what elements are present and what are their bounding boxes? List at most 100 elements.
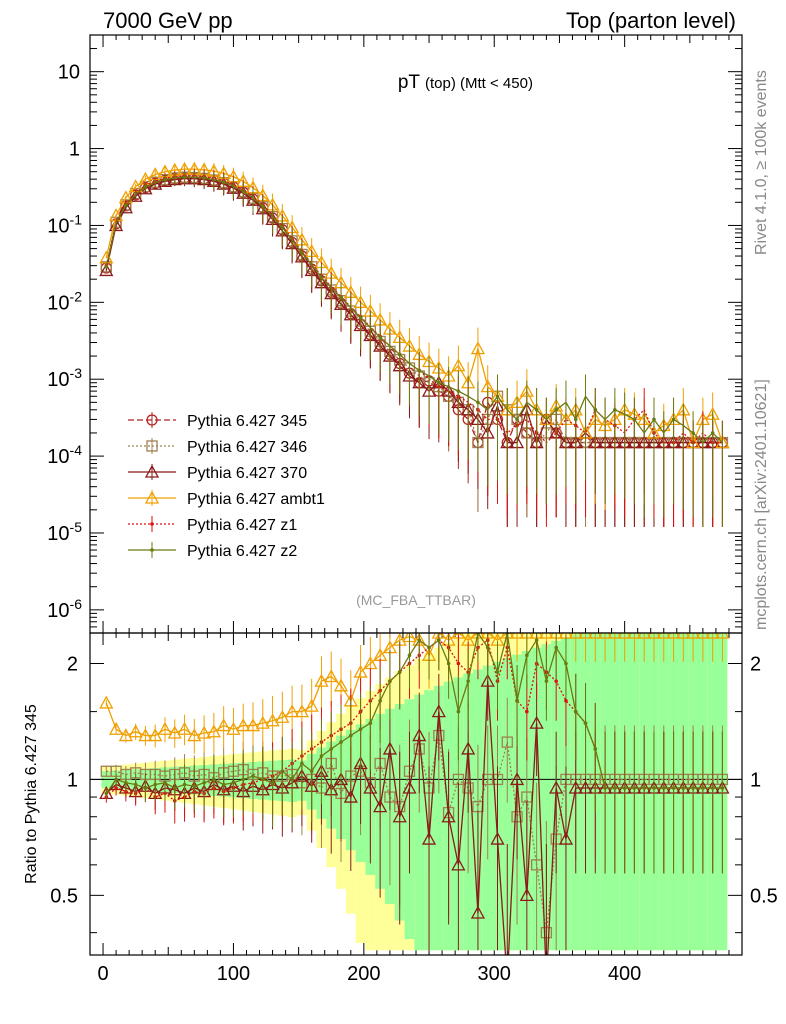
series-pythia-6-427-346-ratio-point [501,736,513,748]
series-pythia-6-427-z2-ratio-point [319,754,324,758]
legend-pythia-6-427-345-marker [146,414,158,426]
series-pythia-6-427-z2-ratio-point [544,679,549,683]
series-pythia-6-427-z2-point [652,417,656,422]
legend-pythia-6-427-ambt1: Pythia 6.427 ambt1 [128,490,325,508]
series-pythia-6-427-z2-ratio-point [564,661,568,666]
series-pythia-6-427-ambt1-ratio-point [646,633,662,639]
y-tick-label-main: 10-3 [47,365,82,391]
series-pythia-6-427-z2-ratio-point [300,761,304,766]
mcplots-label: mcplots.cern.ch [arXiv:2401.10621] [753,379,770,630]
series-pythia-6-427-z2-ratio-point [554,645,558,650]
series-pythia-6-427-ambt1-ratio-point [588,633,603,639]
series-pythia-6-427-z2-ratio-point [456,709,461,714]
series-pythia-6-427-z2-ratio-point [407,653,412,658]
series-pythia-6-427-370-ratio-point [431,704,446,718]
series-pythia-6-427-z2-point [339,295,343,300]
series-pythia-6-427-ambt1-ratio-point [568,633,583,639]
series-pythia-6-427-ambt1-ratio-point [607,633,622,639]
series-pythia-6-427-z2-ratio [104,633,725,874]
series-pythia-6-427-z2-point [163,177,167,182]
series-pythia-6-427-ambt1-ratio-point [324,669,339,683]
series-pythia-6-427-370-point [99,263,114,277]
ratio-frame [89,632,743,956]
series-pythia-6-427-z2-ratio-point [388,679,392,683]
series-pythia-6-427-z2-ratio-point [349,733,353,738]
y-tick-label-ratio: 0.5 [50,885,78,907]
ratio-band-green [502,658,513,951]
y-tick-label-ratio-right: 1 [750,769,761,791]
legend-pythia-6-427-z2: Pythia 6.427 z2 [128,542,297,560]
series-pythia-6-427-ambt1-ratio-point [676,633,691,639]
series-pythia-6-427-z2-ratio-point [104,791,109,796]
series-pythia-6-427-370-ratio-point [470,905,486,919]
series-pythia-6-427-ambt1-ratio-point [617,633,632,639]
series-pythia-6-427-z2-ratio-point [251,774,255,778]
x-tick-label: 0 [97,963,108,985]
series-pythia-6-427-346-line [105,176,723,445]
series-pythia-6-427-370-ratio-point [461,741,476,755]
series-pythia-6-427-370-ratio-point [373,799,388,813]
series-pythia-6-427-z2-point [358,315,363,320]
series-pythia-6-427-z2-ratio-point [339,740,343,744]
series-pythia-6-427-ambt1-ratio-point [187,728,202,742]
legend-pythia-6-427-370-label: Pythia 6.427 370 [187,465,307,482]
series-pythia-6-427-ambt1-ratio-point [695,633,710,639]
series-pythia-6-427-370-ratio-point [412,728,427,742]
legend-pythia-6-427-z1-label: Pythia 6.427 z1 [187,517,297,534]
y-tick-label-ratio: 1 [67,769,78,791]
series-pythia-6-427-z2-ratio-point [133,782,138,787]
legend-pythia-6-427-346-label: Pythia 6.427 346 [187,439,307,456]
series-pythia-6-427-z2-point [554,408,558,412]
series-pythia-6-427-ambt1-ratio-point [686,633,701,639]
series-pythia-6-427-z2-ratio-point [172,786,177,790]
series-pythia-6-427-z2-point [632,417,637,422]
series-pythia-6-427-z2-ratio-point [593,747,598,751]
series-pythia-6-427-z2-point [437,380,441,385]
series-pythia-6-427-z2-point [573,417,578,422]
series-pythia-6-427-ambt1-ratio-point [715,633,730,639]
ratio-band-green [433,685,444,951]
ratio-band-green [414,694,425,951]
series-pythia-6-427-370-ratio-point [382,741,398,755]
series-pythia-6-427-ambt1-ratio-point [118,728,133,742]
series-pythia-6-427-370-ratio-point [392,809,407,823]
series-pythia-6-427-ambt1-ratio-point [285,704,300,718]
legend: Pythia 6.427 345 Pythia 6.427 346 Pythia 6… [128,412,325,560]
series-pythia-6-427-370-ratio-point [568,780,583,794]
legend-pythia-6-427-ambt1-marker [144,490,160,504]
y-tick-label-main: 10 [58,62,80,84]
legend-pythia-6-427-370: Pythia 6.427 370 [128,464,307,482]
series-pythia-6-427-z2-point [221,180,226,185]
series-pythia-6-427-370-ratio-point [558,831,574,845]
series-pythia-6-427-z2-ratio-point [163,780,167,785]
legend-pythia-6-427-346-marker [146,440,158,452]
series-pythia-6-427-z2-ratio-point [358,727,363,732]
series-pythia-6-427-ambt1-line [105,168,724,445]
series-pythia-6-427-z2-ratio-point [368,721,373,725]
series-pythia-6-427-z2-ratio-point [642,786,646,790]
y-tick-label-ratio: 2 [67,653,78,675]
series-pythia-6-427-370-ratio-point [549,780,564,794]
series-pythia-6-427-z2-ratio-point [290,777,294,782]
series-pythia-6-427-z2-ratio-point [378,699,382,703]
y-tick-label-main: 10-2 [47,288,82,314]
series-pythia-6-427-z2-ratio-point [466,679,470,683]
series-pythia-6-427-z2-ratio-point [153,782,157,787]
series-pythia-6-427-z2-ratio-point [182,782,187,787]
legend-pythia-6-427-z2-label: Pythia 6.427 z2 [187,543,297,560]
ratio-band-green [541,644,552,951]
series-pythia-6-427-z2-ratio-point [270,780,275,785]
series-pythia-6-427-z2-ratio-point [212,777,216,782]
series-pythia-6-427-z2-point [710,431,715,435]
series-pythia-6-427-z2-ratio-point [241,777,246,782]
series-pythia-6-427-z2-ratio-point [485,645,490,650]
series-pythia-6-427-ambt1-ratio-point [656,633,671,639]
y-tick-label-main: 1 [69,139,80,161]
series-pythia-6-427-ambt1-ratio-point [333,678,349,692]
series-pythia-6-427-z2-line [105,176,723,444]
series-pythia-6-427-ambt1-ratio-point [108,721,124,735]
series-pythia-6-427-ambt1-point [99,250,114,264]
series-pythia-6-427-ambt1-ratio-point [304,698,319,712]
series-pythia-6-427-ambt1-ratio-point [509,633,525,639]
series-pythia-6-427-370-ratio-point [421,831,437,845]
